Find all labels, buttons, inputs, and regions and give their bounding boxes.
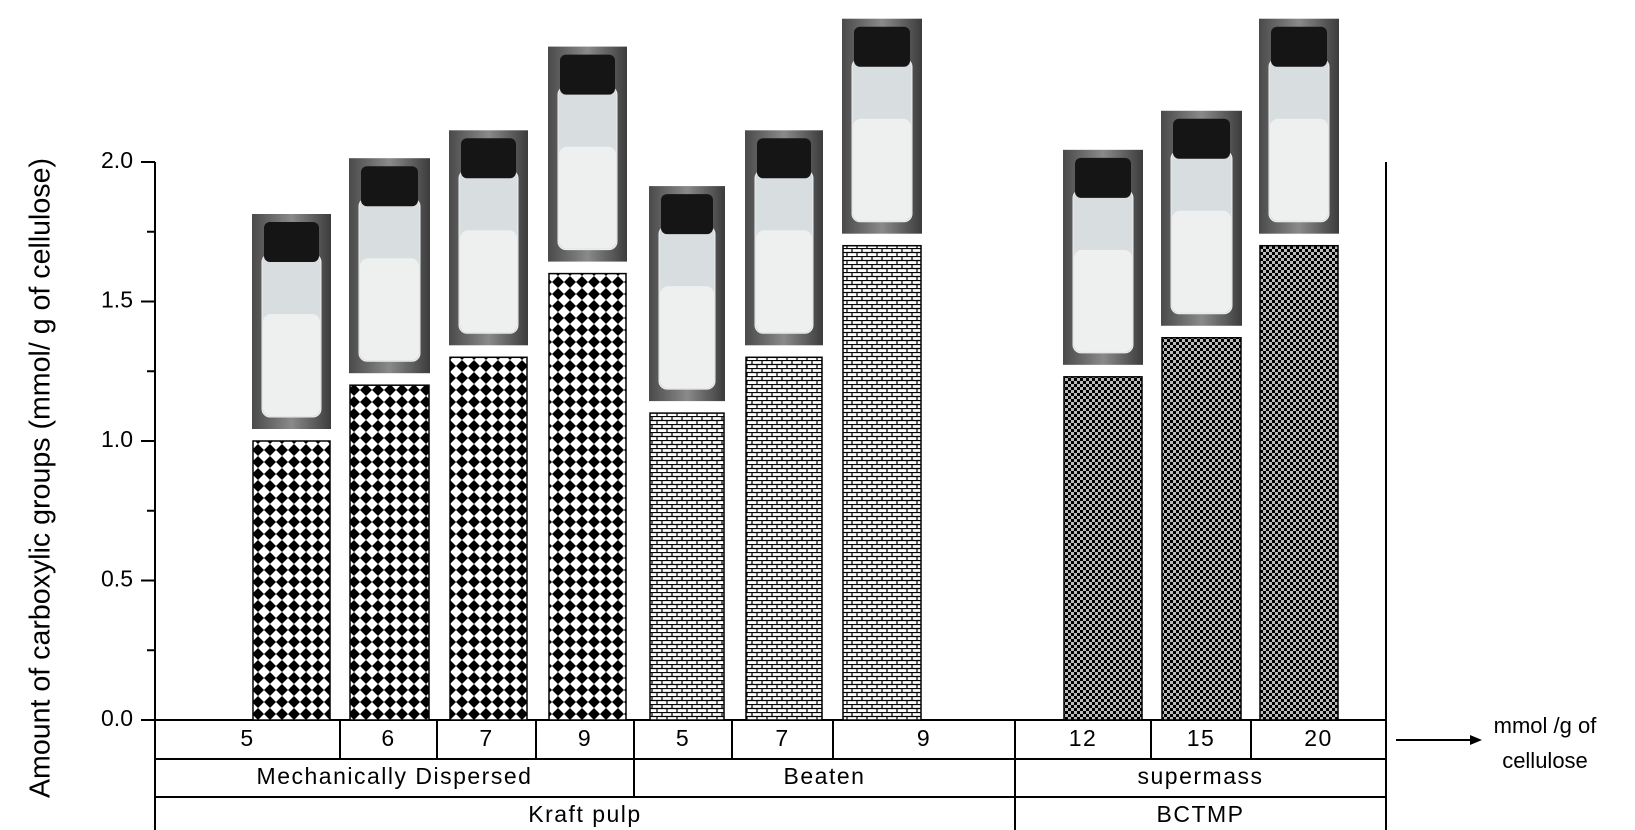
arrow-head	[1470, 735, 1482, 745]
bar	[1162, 338, 1241, 720]
y-tick-label: 2.0	[101, 147, 133, 173]
group-label: BCTMP	[1157, 801, 1245, 827]
subgroup-label: supermass	[1138, 763, 1264, 789]
vial-cap	[1075, 158, 1131, 198]
vial-liquid	[559, 147, 616, 249]
bar	[549, 274, 626, 720]
vial-liquid	[360, 258, 419, 360]
vial-cap	[264, 222, 319, 262]
category-label: 12	[1069, 725, 1098, 751]
annotation: mmol /g of	[1494, 713, 1598, 738]
y-tick-label: 1.0	[101, 426, 133, 452]
bar	[450, 357, 527, 720]
category-label: 20	[1304, 725, 1333, 751]
vial-cap	[361, 166, 418, 206]
vial-cap	[854, 27, 910, 67]
category-label: 9	[917, 725, 931, 751]
group-label: Kraft pulp	[528, 801, 641, 827]
y-axis-label: Amount of carboxylic groups (mmol/ g of …	[25, 158, 57, 798]
category-label: 7	[775, 725, 789, 751]
bar	[350, 385, 429, 720]
category-label: 9	[578, 725, 592, 751]
vial-liquid	[756, 230, 812, 332]
bar	[746, 357, 822, 720]
y-tick-label: 0.0	[101, 705, 133, 731]
vial-liquid	[660, 286, 714, 388]
bar	[843, 246, 921, 720]
vial-liquid	[1172, 211, 1231, 313]
y-tick-label: 1.5	[101, 287, 133, 313]
subgroup-label: Beaten	[784, 763, 866, 789]
vial-cap	[1271, 27, 1327, 67]
vial-cap	[461, 138, 516, 178]
bar	[650, 413, 724, 720]
annotation: cellulose	[1502, 748, 1588, 773]
vial-cap	[661, 194, 713, 234]
vial-cap	[1173, 119, 1230, 159]
bar	[1064, 377, 1142, 720]
category-label: 5	[676, 725, 690, 751]
category-label: 5	[240, 725, 254, 751]
category-label: 6	[381, 725, 395, 751]
bar	[1260, 246, 1338, 720]
subgroup-label: Mechanically Dispersed	[257, 763, 533, 789]
bar	[253, 441, 330, 720]
vial-liquid	[1074, 250, 1132, 352]
vial-liquid	[460, 230, 517, 332]
chart: Amount of carboxylic groups (mmol/ g of …	[0, 0, 1635, 830]
vial-liquid	[1270, 119, 1328, 221]
vial-cap	[757, 138, 811, 178]
vial-liquid	[263, 314, 320, 416]
category-label: 7	[479, 725, 493, 751]
vial-liquid	[853, 119, 911, 221]
vial-cap	[560, 55, 615, 95]
category-label: 15	[1187, 725, 1216, 751]
y-tick-label: 0.5	[101, 566, 133, 592]
